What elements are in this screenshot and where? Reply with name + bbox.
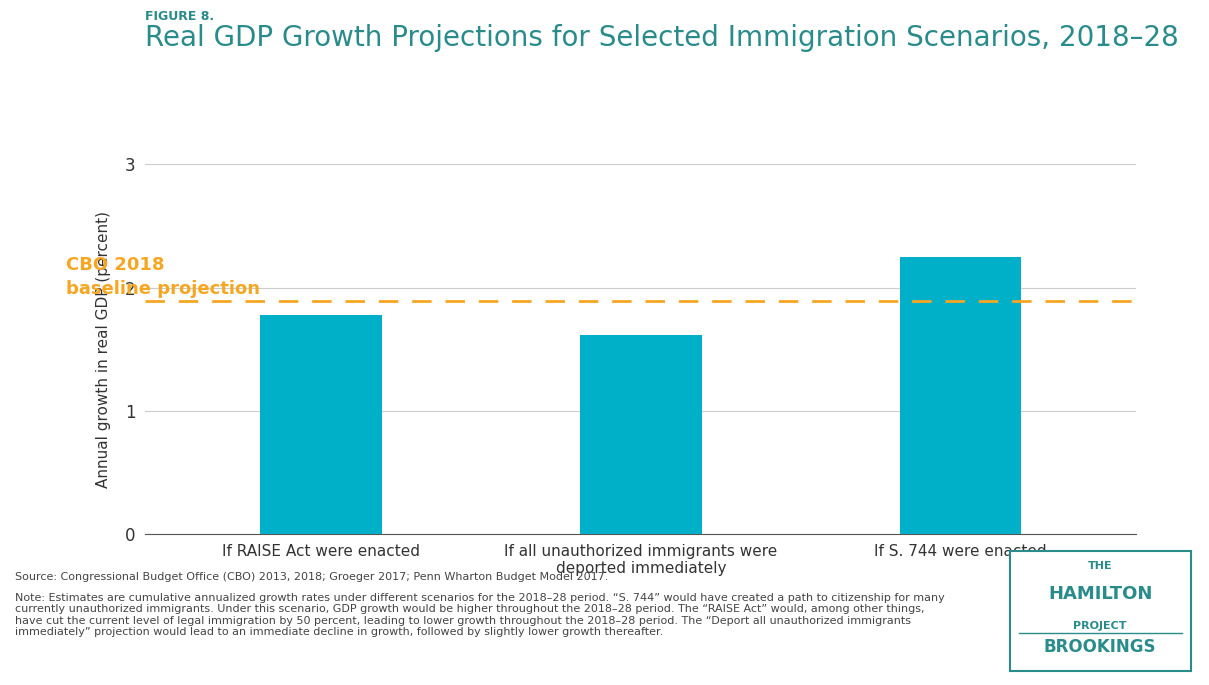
Bar [899, 257, 1022, 534]
Text: Real GDP Growth Projections for Selected Immigration Scenarios, 2018–28: Real GDP Growth Projections for Selected… [145, 24, 1179, 52]
Text: PROJECT: PROJECT [1074, 621, 1127, 631]
Text: Note: Estimates are cumulative annualized growth rates under different scenarios: Note: Estimates are cumulative annualize… [15, 593, 944, 637]
Text: CBO 2018: CBO 2018 [65, 256, 164, 273]
Text: BROOKINGS: BROOKINGS [1043, 638, 1157, 656]
Bar [580, 334, 701, 534]
Text: baseline projection: baseline projection [65, 280, 260, 298]
Text: Source: Congressional Budget Office (CBO) 2013, 2018; Groeger 2017; Penn Wharton: Source: Congressional Budget Office (CBO… [15, 572, 608, 582]
Text: THE: THE [1088, 561, 1112, 571]
Y-axis label: Annual growth in real GDP (percent): Annual growth in real GDP (percent) [96, 211, 111, 488]
Bar [260, 315, 382, 534]
Text: FIGURE 8.: FIGURE 8. [145, 10, 214, 23]
Text: HAMILTON: HAMILTON [1048, 585, 1152, 603]
